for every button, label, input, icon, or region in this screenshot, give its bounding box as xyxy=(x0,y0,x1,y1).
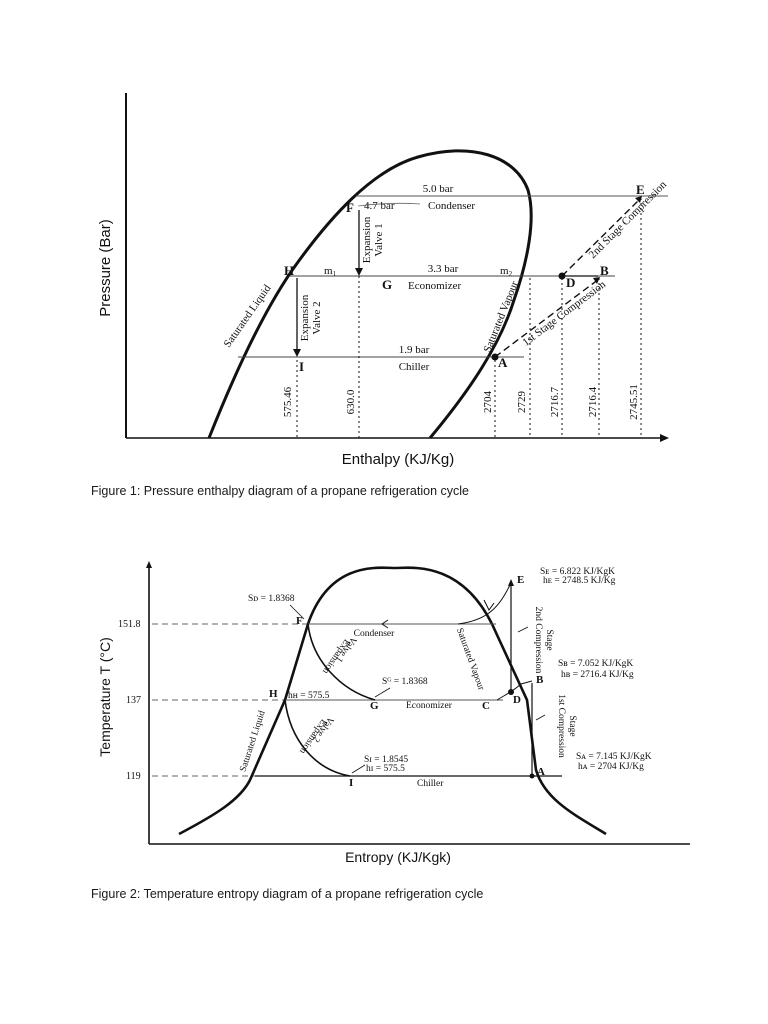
pressure-label-1-9: 1.9 bar xyxy=(399,344,430,356)
enthalpy-tick-labels: 575.46 630.0 2704 2729 2716.7 2716.4 274… xyxy=(282,384,640,420)
point-b-label: B xyxy=(536,674,544,686)
temp-tick-151-8: 151.8 xyxy=(118,619,141,630)
y-axis-label: Pressure (Bar) xyxy=(97,219,114,317)
pressure-label-4-7: 4.7 bar xyxy=(364,200,395,212)
saturated-vapour-label: Saturated Vapour xyxy=(454,627,486,693)
arrow-icon xyxy=(635,196,642,203)
y-axis-label: Temperature T (°C) xyxy=(97,637,113,756)
annotation-h-e: hᴇ = 2748.5 KJ/Kg xyxy=(543,576,616,586)
valve-2-label-line1: Expansion xyxy=(297,717,328,756)
temperature-guide-lines xyxy=(152,623,308,777)
figure-1-caption: Figure 1: Pressure enthalpy diagram of a… xyxy=(91,484,469,498)
temp-tick-119: 119 xyxy=(126,771,141,782)
chiller-label: Chiller xyxy=(417,779,444,789)
flow-m1-label: m1 xyxy=(324,265,337,278)
valve-1-label-line1: Expansion xyxy=(320,637,351,676)
arrow-left-icon xyxy=(381,619,389,629)
point-g-label: G xyxy=(370,700,379,712)
second-stage-label-line2: Stage xyxy=(544,629,554,650)
pressure-line-4-7 xyxy=(357,202,421,207)
enthalpy-drop-lines xyxy=(296,198,642,438)
point-g-label: G xyxy=(382,277,392,292)
point-d-label: D xyxy=(513,694,521,706)
y-axis-arrow-icon xyxy=(146,561,152,568)
x-axis-label: Entropy (KJ/Kgk) xyxy=(345,849,451,865)
condenser-label: Condenser xyxy=(428,200,475,212)
first-stage-label-line1: 1st Compression xyxy=(556,694,566,758)
valve-1-label-line2: Valve 1 xyxy=(333,634,358,663)
annotation-h-a: hᴀ = 2704 KJ/Kg xyxy=(578,762,644,772)
point-c-label: C xyxy=(482,700,490,712)
x-axis-arrow-icon xyxy=(660,434,669,442)
saturated-vapour-label: Saturated Vapour xyxy=(481,279,521,354)
arrow-icon xyxy=(593,277,600,284)
svg-text:2729: 2729 xyxy=(516,391,528,414)
arrow-down-icon xyxy=(355,268,363,276)
point-i-label: I xyxy=(349,777,353,789)
valve-2-label-line1: Expansion xyxy=(299,294,311,341)
svg-text:2704: 2704 xyxy=(482,391,494,414)
svg-text:2716.7: 2716.7 xyxy=(549,386,561,417)
valve-1-label-line1: Expansion xyxy=(361,216,373,263)
svg-text:575.46: 575.46 xyxy=(282,386,294,417)
temp-tick-137: 137 xyxy=(126,695,141,706)
economizer-label: Economizer xyxy=(408,280,461,292)
point-a-marker xyxy=(529,773,535,779)
svg-text:2745.51: 2745.51 xyxy=(628,384,640,420)
expansion-valve-1-curve xyxy=(307,623,376,701)
point-h-label: H xyxy=(269,688,278,700)
pressure-label-5-0: 5.0 bar xyxy=(423,183,454,195)
point-i-label: I xyxy=(299,359,304,374)
svg-text:630.0: 630.0 xyxy=(345,389,357,414)
arrow-up-icon xyxy=(508,579,514,586)
economizer-label: Economizer xyxy=(406,701,453,711)
annotation-s-f: Sᴅ = 1.8368 xyxy=(248,594,295,604)
point-e-label: E xyxy=(636,182,645,197)
arrow-down-icon xyxy=(293,349,301,357)
annotation-s-g: Sᴳ = 1.8368 xyxy=(382,677,428,687)
point-d-marker xyxy=(558,272,566,280)
second-stage-label-line1: 2nd Compression xyxy=(533,607,543,674)
condenser-label: Condenser xyxy=(354,629,395,639)
first-stage-label-line2: Stage xyxy=(567,715,577,736)
point-a-label: A xyxy=(498,355,508,370)
desuperheat-curve xyxy=(457,582,512,625)
valve-2-label-line2: Valve 2 xyxy=(310,714,335,743)
arrow-icon xyxy=(483,599,495,611)
annotation-h-h: hʜ = 575.5 xyxy=(288,691,330,701)
svg-text:2716.4: 2716.4 xyxy=(587,386,599,417)
first-stage-compression-label: 1st Stage Compression xyxy=(520,278,608,349)
pointer-arrows xyxy=(289,604,546,774)
valve-1-label-line2: Valve 1 xyxy=(373,223,385,256)
pressure-enthalpy-diagram: Pressure (Bar) Enthalpy (KJ/Kg) Expansio… xyxy=(97,93,670,468)
saturation-dome xyxy=(178,566,607,836)
annotation-s-a: Sᴀ = 7.145 KJ/KgK xyxy=(576,752,652,762)
saturated-liquid-label: Saturated Liquid xyxy=(239,709,268,773)
point-d-label: D xyxy=(566,275,575,290)
saturation-dome xyxy=(207,149,533,439)
annotation-h-i: hɪ = 575.5 xyxy=(366,764,405,774)
point-h-label: H xyxy=(284,263,294,278)
point-b-label: B xyxy=(600,263,609,278)
valve-2-label-line2: Valve 2 xyxy=(311,301,323,334)
point-a-label: A xyxy=(537,766,545,778)
point-f-label: F xyxy=(296,615,303,627)
mixing-curve-d-b xyxy=(496,680,533,701)
expansion-valve-2-curve xyxy=(284,699,351,777)
annotation-s-i: Sɪ = 1.8545 xyxy=(364,755,408,765)
point-d-marker xyxy=(508,689,514,695)
point-a-marker xyxy=(491,353,499,361)
annotation-s-e: Sᴇ = 6.822 KJ/KgK xyxy=(540,567,615,577)
chiller-label: Chiller xyxy=(399,361,430,373)
annotation-h-b: hʙ = 2716.4 KJ/Kg xyxy=(561,670,634,680)
second-stage-compression-line xyxy=(561,197,642,277)
second-stage-compression-label: 2nd Stage Compression xyxy=(587,178,670,261)
point-e-label: E xyxy=(517,574,524,586)
annotation-s-b: Sʙ = 7.052 KJ/KgK xyxy=(558,659,633,669)
point-f-label: F xyxy=(346,200,354,215)
pressure-label-3-3: 3.3 bar xyxy=(428,263,459,275)
x-axis-label: Enthalpy (KJ/Kg) xyxy=(342,451,455,468)
flow-m2-label: m2 xyxy=(500,265,513,278)
figure-2-caption: Figure 2: Temperature entropy diagram of… xyxy=(91,887,484,901)
